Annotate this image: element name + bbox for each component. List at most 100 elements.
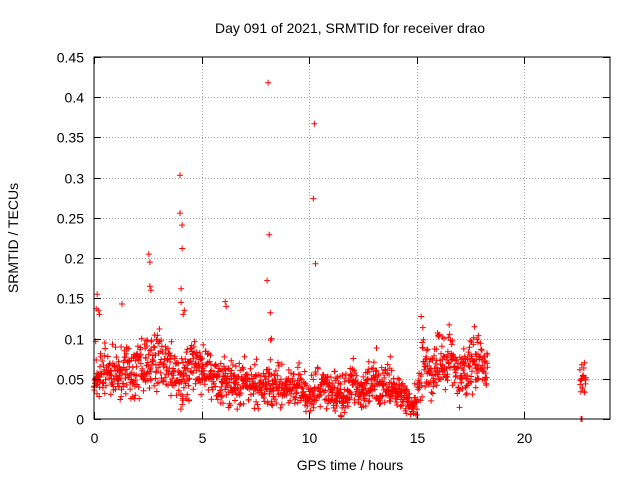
data-point xyxy=(393,399,400,406)
data-point xyxy=(266,231,273,238)
data-point xyxy=(113,354,120,361)
data-point xyxy=(245,396,252,403)
data-point xyxy=(232,397,238,404)
y-tick-label: 0.1 xyxy=(65,332,85,348)
data-point xyxy=(96,311,103,318)
data-point xyxy=(413,412,420,418)
data-point xyxy=(477,340,484,347)
data-point xyxy=(180,384,187,391)
data-point xyxy=(449,337,456,344)
data-point xyxy=(429,371,435,378)
data-point xyxy=(413,406,420,413)
data-point xyxy=(433,346,440,353)
data-point xyxy=(99,358,106,364)
y-tick-label: 0.25 xyxy=(57,211,84,227)
data-point xyxy=(445,360,452,367)
data-point xyxy=(470,334,477,341)
data-point xyxy=(115,358,122,365)
y-tick-label: 0.05 xyxy=(57,372,84,388)
data-point xyxy=(308,372,315,379)
data-point xyxy=(419,345,426,352)
data-point xyxy=(398,393,405,400)
data-points xyxy=(91,79,589,422)
data-point xyxy=(207,368,214,375)
data-point xyxy=(375,371,382,378)
data-point xyxy=(439,367,446,374)
data-point xyxy=(160,378,167,384)
x-tick-label: 10 xyxy=(302,430,318,446)
data-point xyxy=(370,365,377,371)
data-point xyxy=(478,347,485,354)
data-point xyxy=(132,392,139,399)
data-point xyxy=(218,393,225,400)
data-point xyxy=(378,364,385,371)
data-point xyxy=(250,390,257,397)
data-point xyxy=(153,368,160,375)
data-point xyxy=(310,376,317,383)
data-point xyxy=(353,372,360,379)
data-point xyxy=(448,357,455,363)
data-point xyxy=(317,403,324,410)
data-point xyxy=(283,392,290,399)
data-point xyxy=(310,404,317,411)
data-point xyxy=(267,356,274,363)
data-point xyxy=(333,402,340,409)
data-point xyxy=(306,388,313,395)
data-point xyxy=(222,298,229,305)
data-point xyxy=(178,299,185,306)
data-point xyxy=(124,371,131,378)
data-point xyxy=(446,331,453,338)
data-point xyxy=(180,311,187,318)
data-point xyxy=(372,368,379,375)
data-point xyxy=(483,374,490,381)
data-point xyxy=(468,373,475,380)
data-point xyxy=(580,365,587,371)
data-point xyxy=(466,344,473,351)
data-point xyxy=(133,363,140,370)
data-point xyxy=(329,380,336,387)
x-tick-label: 0 xyxy=(91,430,99,446)
data-point xyxy=(420,336,427,343)
data-point xyxy=(581,389,588,396)
data-point xyxy=(247,365,254,372)
data-point xyxy=(156,326,163,332)
data-point xyxy=(298,384,305,391)
data-point xyxy=(475,339,481,346)
data-point xyxy=(125,345,132,352)
data-point xyxy=(178,285,185,292)
data-point xyxy=(366,368,373,375)
y-axis-label: SRMTID / TECUs xyxy=(5,183,21,293)
data-point xyxy=(466,364,473,370)
data-point xyxy=(346,396,352,403)
data-point xyxy=(453,356,460,363)
y-tick-label: 0.3 xyxy=(65,171,85,187)
data-point xyxy=(382,366,389,373)
data-point xyxy=(407,411,414,418)
data-point xyxy=(327,374,334,381)
data-point xyxy=(96,384,103,391)
data-point xyxy=(186,375,193,382)
data-point xyxy=(481,365,487,372)
data-point xyxy=(170,372,177,379)
data-point xyxy=(456,404,463,411)
data-point xyxy=(182,356,189,363)
data-point xyxy=(304,403,311,410)
data-point xyxy=(312,260,319,267)
data-point xyxy=(309,401,316,408)
data-point xyxy=(296,380,303,386)
data-point xyxy=(190,386,197,393)
data-point xyxy=(122,390,129,397)
data-point xyxy=(469,368,475,375)
data-point xyxy=(426,381,432,388)
data-point xyxy=(475,332,482,339)
y-tick-label: 0.4 xyxy=(65,90,85,106)
data-point xyxy=(290,371,297,378)
data-point xyxy=(177,406,184,413)
data-point xyxy=(171,353,178,360)
data-point xyxy=(438,343,445,350)
data-point xyxy=(384,361,391,368)
data-point xyxy=(209,386,216,393)
data-point xyxy=(120,380,127,387)
data-point xyxy=(179,222,186,229)
data-point xyxy=(461,360,468,367)
